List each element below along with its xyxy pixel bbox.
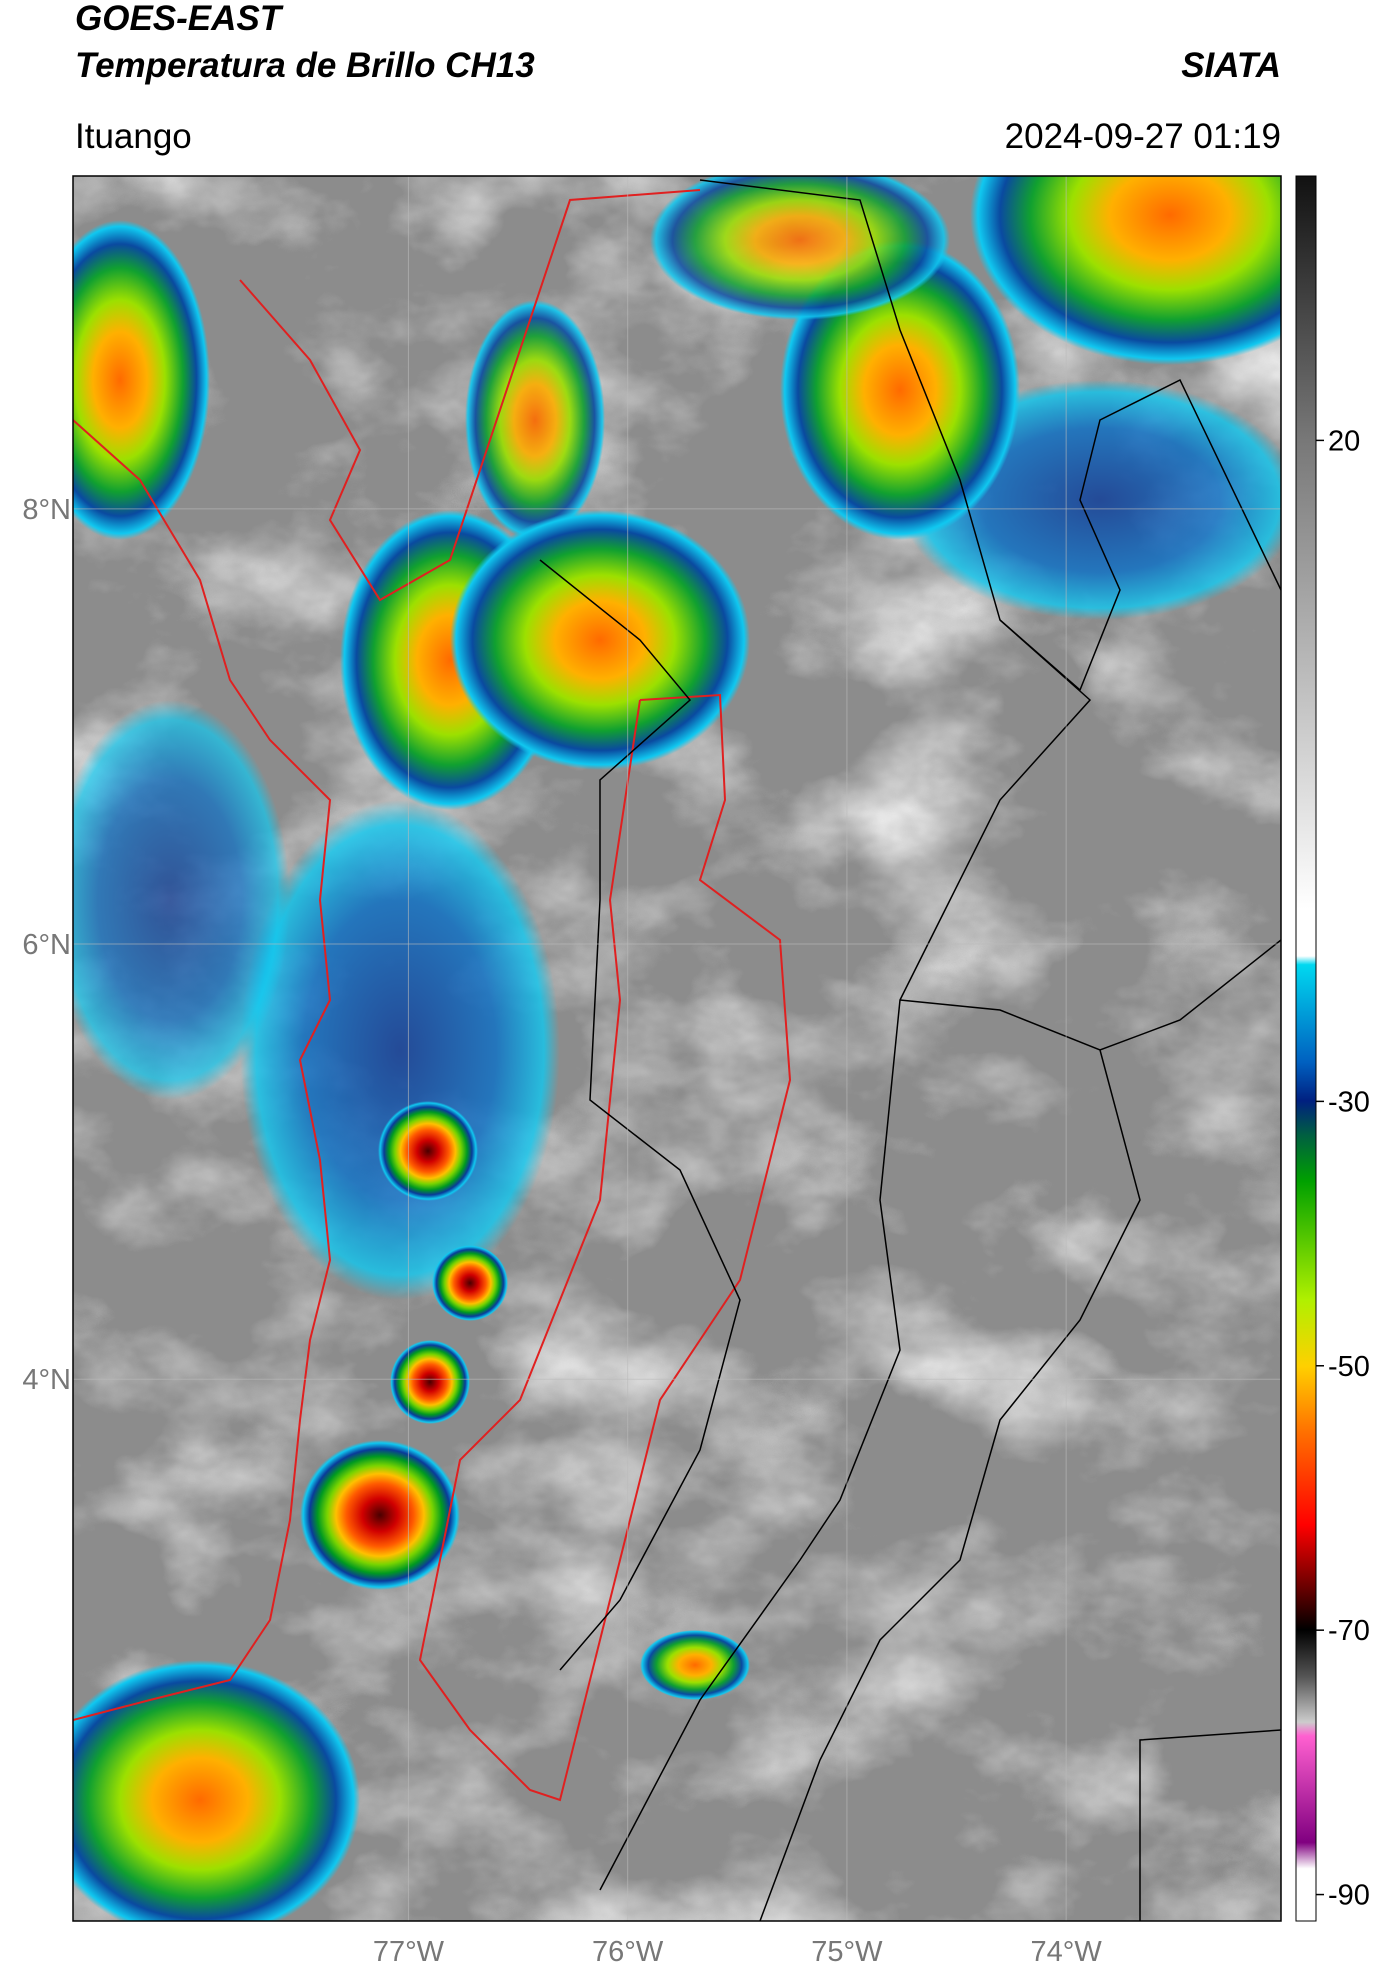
storm-cell (73, 220, 210, 540)
department-border (599, 179, 1092, 1891)
graticule (73, 176, 1281, 1921)
colorbar (1295, 175, 1317, 1922)
cloud-band (240, 800, 560, 1300)
colorbar-tick-label: -50 (1328, 1351, 1370, 1383)
title: GOES-EAST (75, 0, 284, 38)
y-tick-label: 6°N (22, 929, 71, 961)
y-tick-label: 4°N (22, 1364, 71, 1396)
department-border (999, 378, 1281, 692)
x-tick-label: 77°W (373, 1936, 445, 1968)
y-tick-label: 8°N (22, 494, 71, 526)
colorbar-tick-label: -70 (1328, 1615, 1370, 1647)
axis-labels: 77°W 76°W 75°W 74°W 4°N 6°N 8°N -90 -70 -50 -30 20 (22, 425, 1370, 1968)
colorbar-tick-label: -30 (1328, 1086, 1370, 1118)
storm-cell (73, 1660, 360, 1921)
storm-cell (378, 1101, 478, 1201)
location: Ituango (75, 117, 192, 156)
datetime: 2024-09-27 01:19 (1005, 117, 1281, 156)
source: SIATA (1181, 46, 1281, 85)
storm-cell (300, 1440, 460, 1590)
x-tick-label: 74°W (1031, 1936, 1103, 1968)
x-tick-label: 75°W (811, 1936, 883, 1968)
storm-cell (390, 1340, 470, 1424)
storm-cell (650, 176, 950, 320)
storm-cell (432, 1245, 508, 1321)
colorbar-tick-label: -90 (1328, 1880, 1370, 1912)
coastline (73, 419, 332, 1721)
storm-cell (465, 300, 605, 540)
storm-cell (450, 510, 750, 770)
country-border (1139, 1729, 1281, 1921)
department-border (539, 559, 741, 1671)
map-frame (72, 175, 1282, 1922)
storm-cell (640, 1630, 750, 1700)
colorbar-tick-label: 20 (1328, 425, 1360, 457)
storm-cell (970, 176, 1281, 365)
border (239, 189, 701, 602)
department-border (759, 1049, 1141, 1921)
subtitle: Temperatura de Brillo CH13 (75, 46, 535, 85)
cloud-band (73, 700, 290, 1100)
department-border (418, 693, 792, 1802)
satellite-image (73, 176, 1281, 1921)
x-tick-label: 76°W (592, 1936, 664, 1968)
